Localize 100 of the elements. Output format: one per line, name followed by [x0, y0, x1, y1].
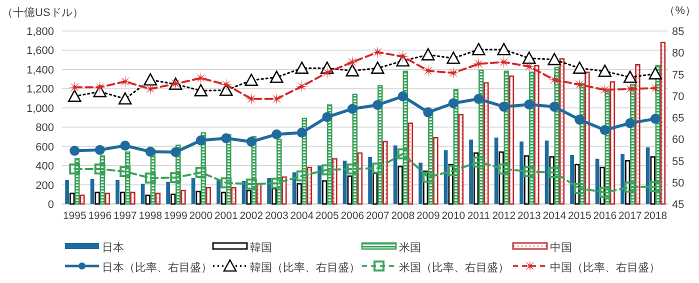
point: [244, 74, 258, 86]
x-tick-label: 2008: [391, 210, 415, 222]
bar: [484, 82, 489, 205]
bar: [357, 152, 363, 205]
y2-tick-label: 70: [672, 90, 684, 103]
x-tick-label: 2018: [644, 210, 668, 222]
y-tick-label: 600: [36, 141, 54, 154]
legend-label: 日本（比率、右目盛）: [102, 261, 212, 274]
point: [650, 181, 661, 192]
x-tick-label: 1995: [62, 210, 86, 222]
bar: [145, 194, 150, 205]
bar: [418, 162, 422, 204]
legend-label: 中国（比率、右目盛）: [550, 261, 660, 274]
point: [474, 94, 484, 104]
x-tick-label: 2014: [542, 210, 566, 222]
bar: [382, 140, 388, 205]
point: [498, 102, 509, 112]
y2-tick-label: 50: [672, 177, 684, 190]
point: [244, 92, 258, 106]
point: [522, 52, 536, 64]
bar: [155, 192, 161, 205]
bar: [120, 192, 126, 205]
point: [170, 147, 181, 158]
point: [574, 114, 585, 125]
bar: [534, 64, 540, 205]
point: [220, 177, 232, 188]
point: [599, 186, 610, 198]
point: [219, 84, 233, 96]
point: [421, 48, 435, 60]
bar: [130, 192, 136, 205]
point: [296, 128, 307, 138]
point: [623, 70, 637, 83]
point: [320, 66, 334, 80]
point: [270, 70, 284, 83]
point: [118, 75, 132, 88]
bar: [544, 140, 549, 204]
point: [120, 140, 130, 151]
bar: [433, 136, 438, 205]
point: [446, 52, 460, 64]
bar: [282, 176, 287, 205]
point: [548, 73, 561, 86]
point: [371, 46, 384, 59]
bar: [322, 180, 328, 205]
x-tick-label: 2017: [618, 210, 642, 222]
point: [194, 84, 208, 96]
bar: [94, 192, 100, 205]
point: [220, 78, 233, 92]
y2-tick-label: 45: [672, 199, 684, 211]
x-tick-label: 2016: [593, 210, 617, 222]
point: [372, 162, 384, 174]
y2-tick-label: 85: [672, 26, 684, 38]
bar: [570, 154, 574, 204]
y-tick-label: 1,000: [26, 102, 54, 115]
bar: [180, 190, 186, 205]
point: [120, 166, 131, 178]
point: [472, 42, 486, 56]
y-tick-label: 0: [48, 199, 54, 211]
bar: [520, 142, 524, 204]
bar: [69, 192, 75, 205]
x-tick-label: 1997: [113, 210, 137, 222]
x-tick-label: 1998: [138, 210, 162, 222]
point: [68, 90, 82, 102]
point: [422, 172, 434, 183]
y-tick-label: 1,800: [26, 26, 54, 38]
x-tick-label: 2007: [366, 210, 390, 222]
point: [648, 82, 662, 95]
point: [144, 172, 156, 184]
y2-tick-label: 65: [672, 112, 684, 124]
point: [322, 112, 332, 122]
x-tick-label: 2012: [492, 210, 516, 222]
point: [194, 72, 208, 85]
x-tick-label: 2005: [315, 210, 339, 222]
x-tick-label: 2015: [568, 210, 592, 222]
point: [144, 82, 157, 96]
bar: [559, 58, 565, 205]
legend-label: 韓国（比率、右目盛）: [250, 261, 360, 274]
bar: [116, 180, 120, 204]
point: [448, 98, 458, 108]
legend-label: 日本: [102, 241, 124, 254]
x-tick-label: 2001: [214, 210, 238, 222]
x-tick-label: 1999: [164, 210, 188, 222]
point: [346, 163, 358, 174]
bar: [104, 192, 110, 205]
bar: [620, 154, 624, 204]
x-tick-label: 2003: [264, 210, 288, 222]
x-tick-label: 2011: [467, 210, 490, 222]
bar: [231, 186, 236, 205]
point: [624, 182, 636, 193]
point: [522, 60, 536, 73]
point: [118, 92, 132, 105]
point: [94, 144, 105, 155]
point: [600, 125, 610, 136]
bar: [372, 172, 378, 205]
point: [346, 64, 360, 76]
y2-tick-label: 55: [672, 156, 684, 168]
bar: [368, 156, 372, 204]
bar: [296, 183, 302, 205]
bar: [271, 188, 277, 205]
point: [246, 136, 256, 147]
bar: [206, 186, 212, 205]
